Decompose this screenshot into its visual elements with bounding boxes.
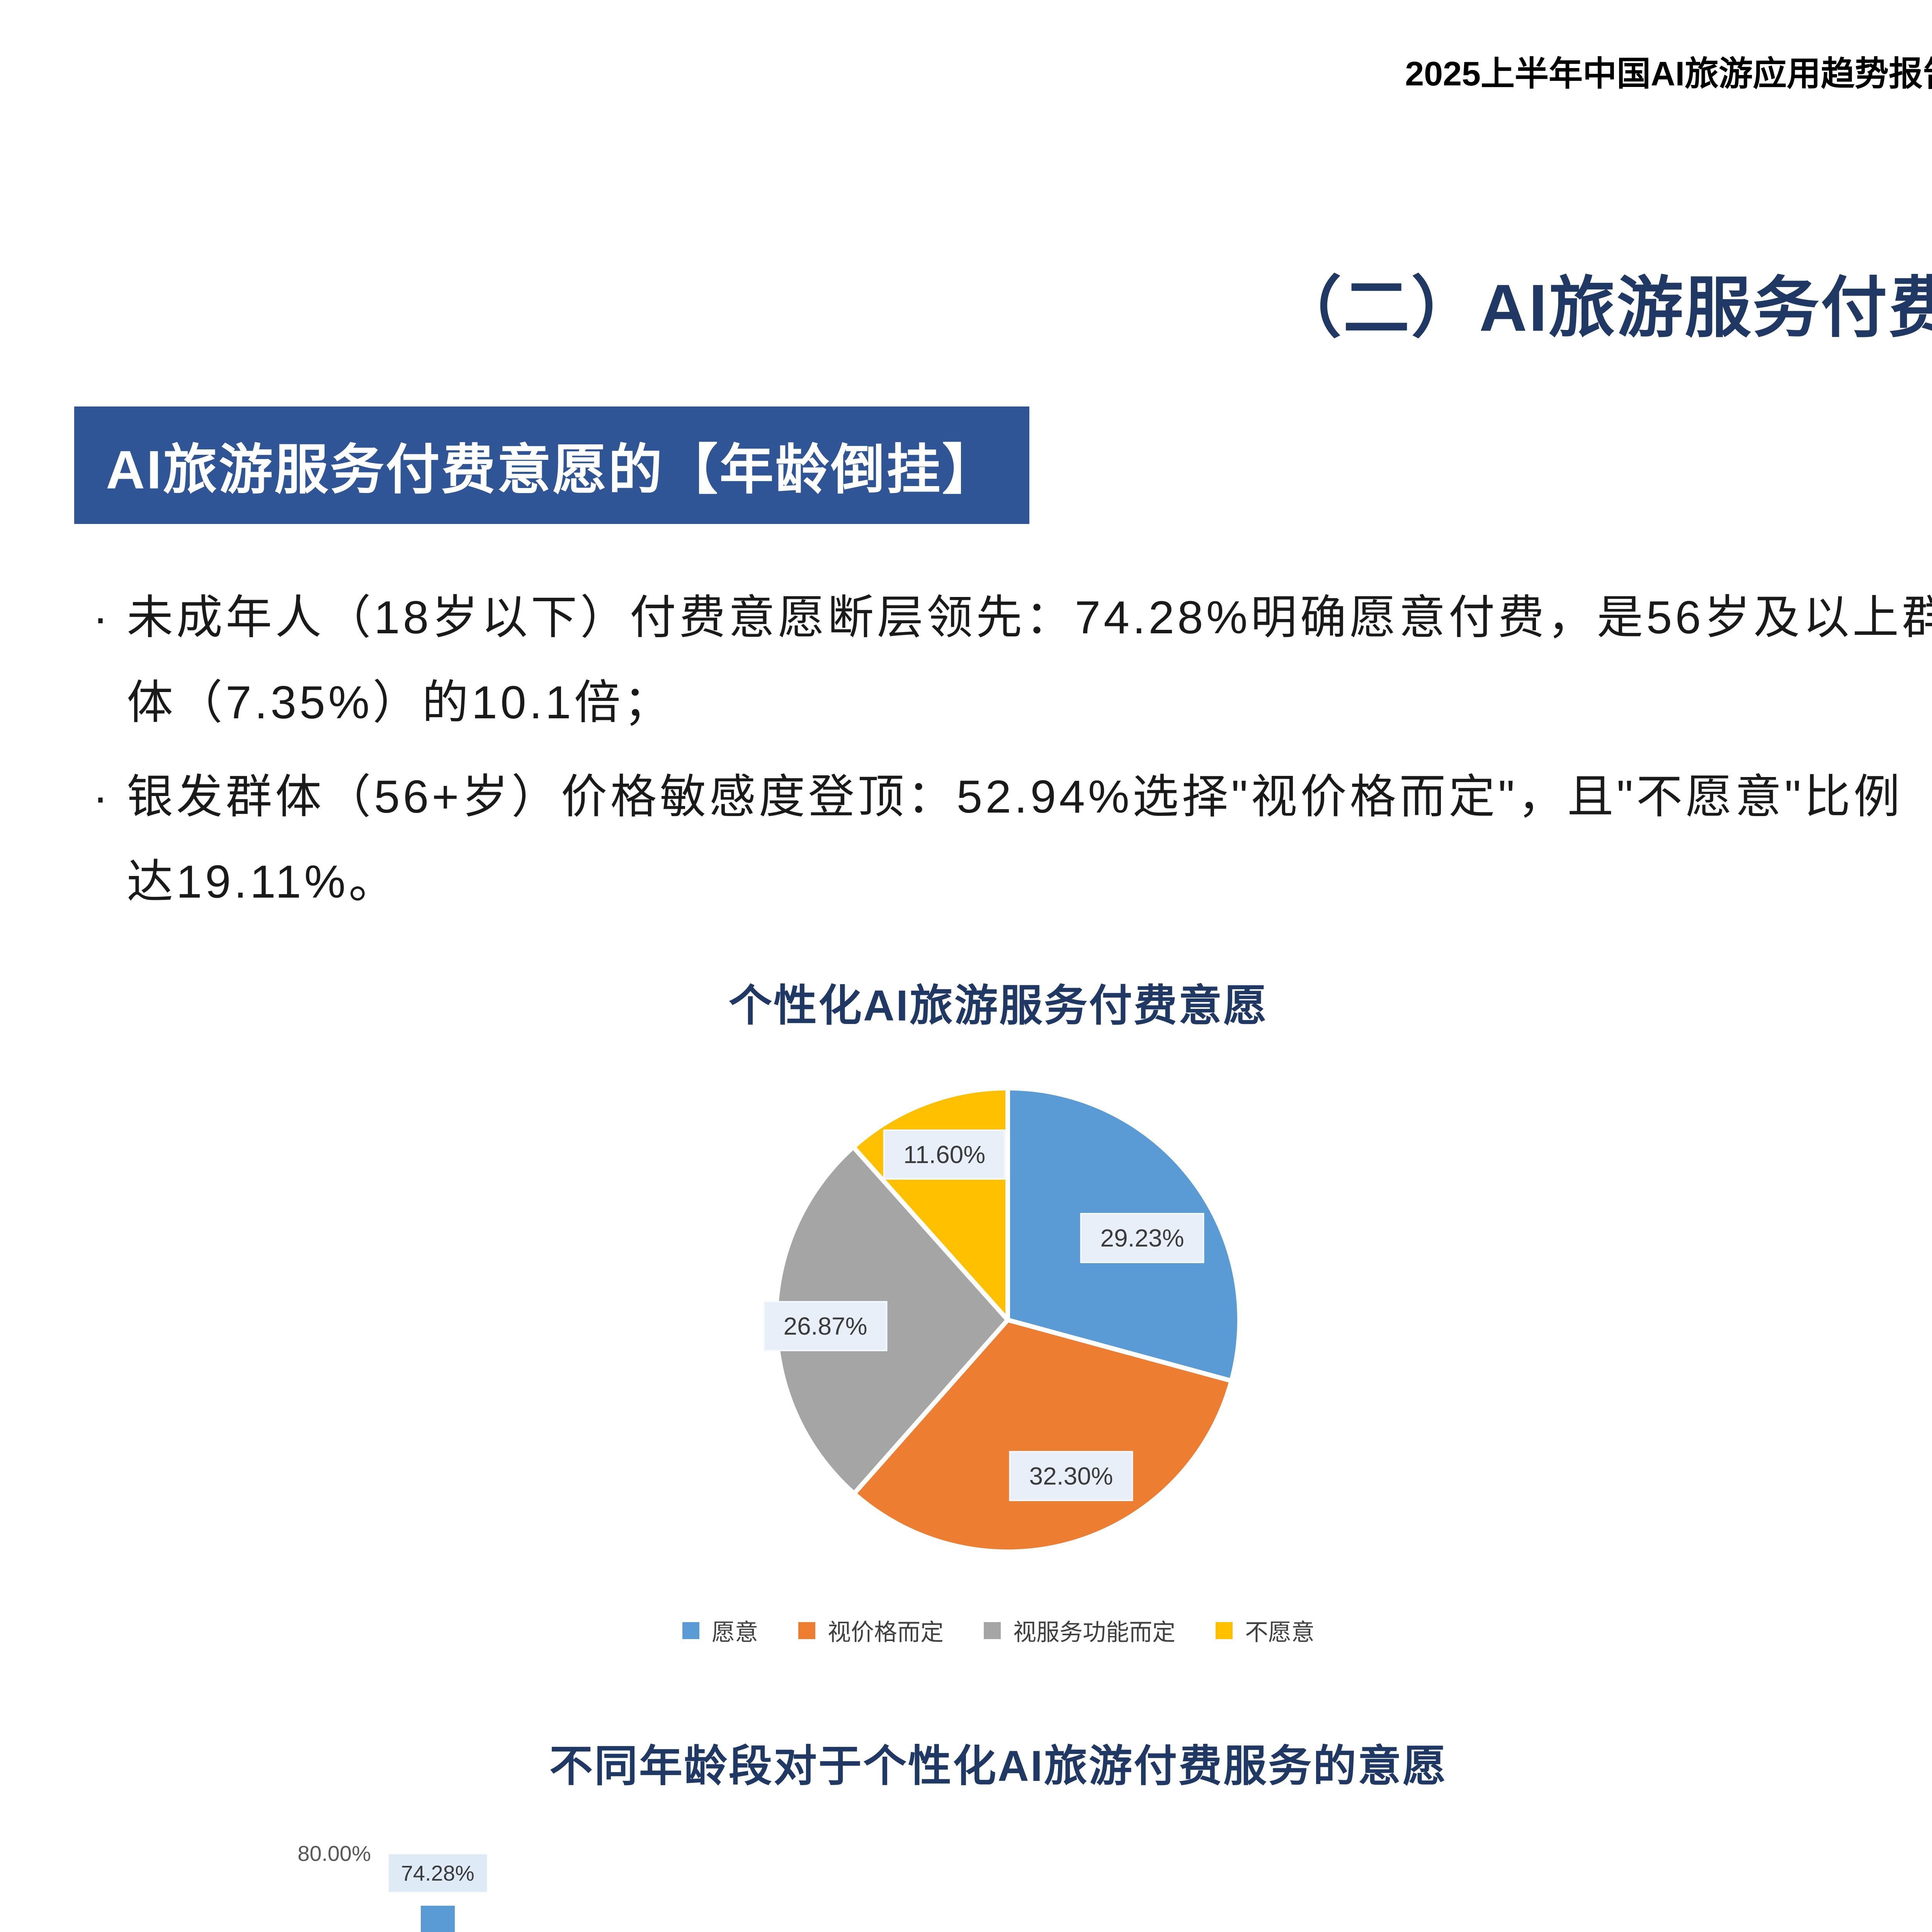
legend-label: 视价格而定 [828, 1619, 944, 1645]
bullet-text: 未成年人（18岁以下）付费意愿断层领先：74.28%明确愿意付费，是56岁及以上… [127, 592, 1932, 728]
bullet-marker: · [93, 771, 108, 823]
section-title: （二）AI旅游服务付费 [1275, 271, 1932, 345]
pie-chart-title: 个性化AI旅游服务付费意愿 [729, 981, 1268, 1030]
bullet-text: 银发群体（56+岁）价格敏感度登顶：52.94%选择"视价格而定"，且"不愿意"… [127, 771, 1903, 908]
bar-愿意-18岁以下 [420, 1906, 455, 1932]
section-banner: AI旅游服务付费意愿的【年龄倒挂】 [74, 406, 1029, 524]
legend-item-视服务功能而定: 视服务功能而定 [984, 1614, 1175, 1647]
pie-value-label: 29.23% [1080, 1213, 1204, 1263]
y-axis-tick-label: 70.00% [147, 1930, 371, 1932]
pie-value-label: 32.30% [1009, 1451, 1133, 1501]
legend-label: 视服务功能而定 [1013, 1619, 1175, 1645]
pie-value-label: 26.87% [763, 1301, 888, 1351]
pie-chart: 29.23% 32.30% 26.87% 11.60% [763, 1080, 1247, 1560]
pie-svg [774, 1086, 1242, 1554]
legend-swatch [1216, 1622, 1233, 1639]
bar-value-label: 74.28% [387, 1853, 488, 1894]
report-header: 2025上半年中国AI旅游应用趋势报告 [1405, 54, 1932, 93]
pie-slice-视价格而定 [852, 1318, 1234, 1554]
pie-legend: 愿意 视价格而定 视服务功能而定 不愿意 [0, 1614, 1932, 1647]
banner-label: AI旅游服务付费意愿的【年龄倒挂】 [105, 439, 998, 500]
bullet-item: · 未成年人（18岁以下）付费意愿断层领先：74.28%明确愿意付费，是56岁及以… [74, 575, 1932, 745]
legend-item-愿意: 愿意 [682, 1614, 758, 1647]
legend-swatch [798, 1622, 815, 1639]
legend-label: 不愿意 [1245, 1619, 1315, 1645]
legend-item-不愿意: 不愿意 [1216, 1614, 1315, 1647]
legend-item-视价格而定: 视价格而定 [798, 1614, 944, 1647]
legend-swatch [682, 1622, 699, 1639]
bar-plot-area: 74.28%22.85%2.85%0.00%36.93%21.38%28.50%… [379, 1853, 1893, 1932]
bullet-marker: · [93, 592, 108, 643]
pie-value-label: 11.60% [883, 1129, 1006, 1180]
y-axis-tick-label: 80.00% [298, 1841, 371, 1866]
legend-label: 愿意 [712, 1619, 758, 1645]
bar-chart-title: 不同年龄段对于个性化AI旅游付费服务的意愿 [549, 1742, 1447, 1790]
legend-swatch [984, 1622, 1001, 1639]
bullet-list: · 未成年人（18岁以下）付费意愿断层领先：74.28%明确愿意付费，是56岁及以… [74, 575, 1932, 934]
bullet-item: · 银发群体（56+岁）价格敏感度登顶：52.94%选择"视价格而定"，且"不愿意… [74, 754, 1932, 924]
